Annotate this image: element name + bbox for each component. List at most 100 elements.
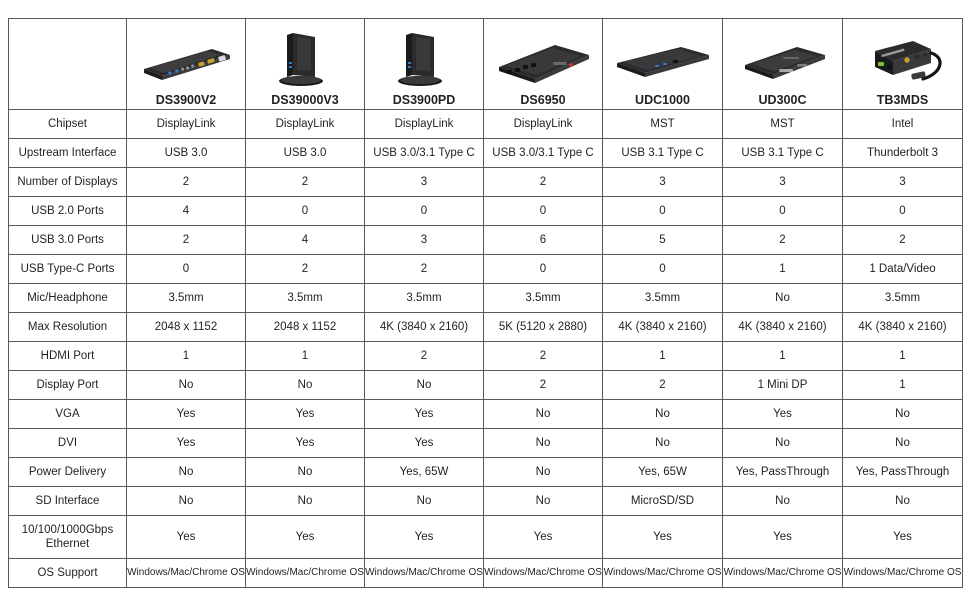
feature-value-cell: Yes, 65W (602, 457, 723, 487)
feature-value-cell: No (602, 428, 723, 458)
feature-value-cell: USB 3.0/3.1 Type C (483, 138, 603, 168)
feature-value-cell: 0 (483, 254, 603, 284)
feature-value-cell: USB 3.0 (245, 138, 365, 168)
feature-value-cell: 2 (483, 341, 603, 371)
feature-value-cell: 3 (364, 167, 484, 197)
product-header-cell: UD300C (722, 18, 843, 110)
feature-value-cell: No (126, 370, 246, 400)
feature-value-cell: 1 (722, 254, 843, 284)
feature-label-cell: Power Delivery (8, 457, 127, 487)
feature-value-cell: Windows/Mac/Chrome OS (245, 558, 365, 588)
feature-value-cell: Yes (245, 399, 365, 429)
feature-value-cell: No (483, 457, 603, 487)
feature-value-cell: 4K (3840 x 2160) (364, 312, 484, 342)
feature-value-cell: USB 3.1 Type C (602, 138, 723, 168)
feature-value-cell: 5 (602, 225, 723, 255)
feature-value-cell: No (483, 428, 603, 458)
table-row: SD Interface No No No No MicroSD/SD No No (8, 486, 963, 516)
product-name: UDC1000 (635, 93, 690, 108)
feature-value-cell: 2 (483, 370, 603, 400)
feature-value-cell: No (483, 486, 603, 516)
feature-value-cell: Windows/Mac/Chrome OS (483, 558, 603, 588)
feature-value-cell: 5K (5120 x 2880) (483, 312, 603, 342)
feature-value-cell: 1 (126, 341, 246, 371)
table-row: USB 2.0 Ports 4 0 0 0 0 0 0 (8, 196, 963, 226)
feature-value-cell: Windows/Mac/Chrome OS (602, 558, 723, 588)
feature-value-cell: Yes (602, 515, 723, 559)
feature-label-cell: SD Interface (8, 486, 127, 516)
feature-value-cell: 2 (126, 225, 246, 255)
feature-value-cell: 6 (483, 225, 603, 255)
feature-value-cell: 2 (245, 254, 365, 284)
feature-label-cell: Display Port (8, 370, 127, 400)
feature-label-cell: OS Support (8, 558, 127, 588)
feature-value-cell: Yes (126, 428, 246, 458)
feature-value-cell: Windows/Mac/Chrome OS (722, 558, 843, 588)
feature-value-cell: No (842, 428, 963, 458)
feature-value-cell: 3 (364, 225, 484, 255)
product-name: DS39000V3 (271, 93, 339, 108)
feature-value-cell: 4 (126, 196, 246, 226)
table-body: Model # Features (8, 18, 963, 588)
feature-value-cell: 4K (3840 x 2160) (722, 312, 843, 342)
feature-value-cell: 1 (602, 341, 723, 371)
feature-value-cell: 0 (842, 196, 963, 226)
feature-value-cell: 0 (126, 254, 246, 284)
feature-value-cell: Yes, PassThrough (842, 457, 963, 487)
dock-compact-icon (731, 29, 835, 91)
feature-label-cell: Max Resolution (8, 312, 127, 342)
table-row: USB Type-C Ports 0 2 2 0 0 1 1 Data/Video (8, 254, 963, 284)
feature-label-cell: USB 2.0 Ports (8, 196, 127, 226)
feature-label-cell: Chipset (8, 109, 127, 139)
feature-value-cell: No (126, 457, 246, 487)
feature-value-cell: 4 (245, 225, 365, 255)
feature-value-cell: MicroSD/SD (602, 486, 723, 516)
feature-label-cell: DVI (8, 428, 127, 458)
feature-value-cell: 2 (483, 167, 603, 197)
feature-value-cell: 2 (842, 225, 963, 255)
feature-value-cell: Yes (364, 515, 484, 559)
table-row: VGA Yes Yes Yes No No Yes No (8, 399, 963, 429)
feature-value-cell: 4K (3840 x 2160) (842, 312, 963, 342)
feature-label-cell: 10/100/1000Gbps Ethernet (8, 515, 127, 559)
product-header-cell: DS39000V3 (245, 18, 365, 110)
product-name: DS3900V2 (155, 93, 217, 108)
feature-label-cell: Mic/Headphone (8, 283, 127, 313)
feature-value-cell: 3.5mm (364, 283, 484, 313)
feature-value-cell: No (245, 486, 365, 516)
feature-value-cell: No (842, 486, 963, 516)
feature-label-cell: USB Type-C Ports (8, 254, 127, 284)
feature-value-cell: No (722, 283, 843, 313)
dock-wide-icon (491, 29, 595, 91)
dock-vertical-stand-icon (372, 29, 476, 91)
table-row: Mic/Headphone 3.5mm 3.5mm 3.5mm 3.5mm 3.5mm No… (8, 283, 963, 313)
feature-value-cell: Yes (364, 399, 484, 429)
table-row: DVI Yes Yes Yes No No No No (8, 428, 963, 458)
header-corner-cell: Model # Features (8, 18, 127, 110)
dongle-cable-icon (851, 29, 955, 91)
feature-value-cell: 1 (722, 341, 843, 371)
product-header-cell: DS6950 (483, 18, 603, 110)
product-header-cell: TB3MDS (842, 18, 963, 110)
table-row: Chipset DisplayLink DisplayLink DisplayLink… (8, 109, 963, 139)
feature-label-cell: Number of Displays (8, 167, 127, 197)
feature-value-cell: No (722, 428, 843, 458)
product-name: DS3900PD (392, 93, 456, 108)
feature-label-cell: USB 3.0 Ports (8, 225, 127, 255)
dock-slim-icon (611, 29, 715, 91)
feature-value-cell: Yes (364, 428, 484, 458)
dock-horizontal-icon (134, 29, 238, 91)
feature-value-cell: 0 (602, 196, 723, 226)
feature-value-cell: Windows/Mac/Chrome OS (126, 558, 246, 588)
feature-label-cell: VGA (8, 399, 127, 429)
product-name: UD300C (758, 93, 807, 108)
feature-value-cell: 2 (602, 370, 723, 400)
feature-value-cell: USB 3.1 Type C (722, 138, 843, 168)
table-row: Upstream Interface USB 3.0 USB 3.0 USB 3.0/… (8, 138, 963, 168)
features-label: Features (17, 82, 73, 98)
feature-value-cell: Yes (245, 428, 365, 458)
feature-value-cell: Yes (722, 399, 843, 429)
feature-value-cell: 1 Data/Video (842, 254, 963, 284)
feature-value-cell: Yes (842, 515, 963, 559)
